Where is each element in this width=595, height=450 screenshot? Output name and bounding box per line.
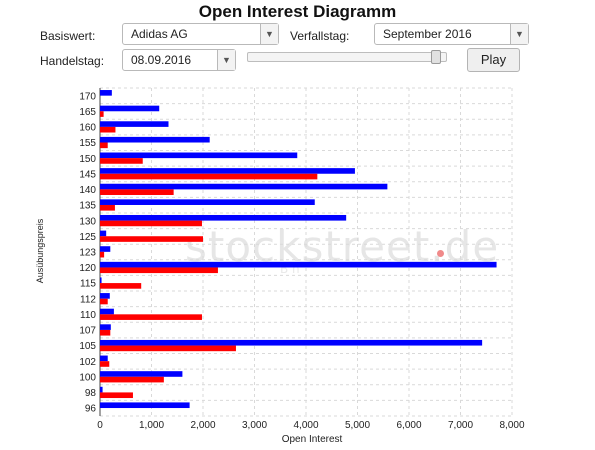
y-tick-label: 100 xyxy=(79,372,96,383)
bar-series-1 xyxy=(100,324,111,330)
chevron-down-icon[interactable]: ▼ xyxy=(510,24,528,44)
x-tick-label: 7,000 xyxy=(448,420,473,431)
bar-series-2 xyxy=(100,236,203,242)
bar-series-1 xyxy=(100,308,114,315)
bar-series-1 xyxy=(100,402,190,409)
bar-series-2 xyxy=(100,314,202,320)
y-tick-label: 107 xyxy=(79,326,96,337)
bar-series-2 xyxy=(100,345,236,352)
x-tick-label: 3,000 xyxy=(242,420,267,431)
bar-series-2 xyxy=(100,189,174,195)
page-title: Open Interest Diagramm xyxy=(198,2,397,21)
y-tick-label: 96 xyxy=(85,404,97,415)
y-tick-label: 120 xyxy=(79,263,96,274)
bar-series-1 xyxy=(100,168,355,174)
bar-series-1 xyxy=(100,105,160,112)
bar-series-1 xyxy=(100,152,298,159)
x-axis-title: Open Interest xyxy=(282,434,343,445)
bar-series-2 xyxy=(100,267,218,274)
bar-series-2 xyxy=(100,111,104,117)
y-tick-label: 115 xyxy=(80,279,96,290)
y-tick-label: 110 xyxy=(80,310,96,321)
y-tick-label: 140 xyxy=(79,185,96,196)
bar-series-1 xyxy=(100,277,102,284)
bar-series-1 xyxy=(100,246,111,252)
y-tick-label: 170 xyxy=(79,91,96,102)
y-tick-label: 145 xyxy=(79,169,96,180)
bar-series-2 xyxy=(100,283,142,289)
y-tick-label: 105 xyxy=(79,341,96,352)
verfallstag-label: Verfallstag: xyxy=(290,29,350,43)
handelstag-value: 08.09.2016 xyxy=(131,53,192,67)
bar-series-2 xyxy=(100,204,115,211)
handelstag-label: Handelstag: xyxy=(40,54,105,68)
bar-series-2 xyxy=(100,329,111,336)
bar-series-2 xyxy=(100,251,105,258)
bar-series-2 xyxy=(100,361,110,367)
bar-series-2 xyxy=(100,142,108,149)
y-tick-label: 123 xyxy=(79,248,96,259)
handelstag-select[interactable]: 08.09.2016 ▼ xyxy=(122,49,236,71)
bar-series-1 xyxy=(100,90,112,96)
x-tick-label: 8,000 xyxy=(499,420,524,431)
x-tick-label: 2,000 xyxy=(190,420,215,431)
bar-series-2 xyxy=(100,392,133,399)
y-tick-label: 125 xyxy=(79,232,96,243)
y-tick-label: 165 xyxy=(79,107,96,118)
x-tick-label: 4,000 xyxy=(293,420,318,431)
basiswert-label: Basiswert: xyxy=(40,29,96,43)
bar-series-2 xyxy=(100,173,318,180)
watermark-dot xyxy=(437,250,444,257)
x-tick-label: 1,000 xyxy=(139,420,164,431)
bar-series-2 xyxy=(100,376,164,383)
x-tick-label: 6,000 xyxy=(396,420,421,431)
x-tick-label: 5,000 xyxy=(345,420,370,431)
date-slider-handle[interactable] xyxy=(431,50,442,64)
y-tick-label: 112 xyxy=(80,294,96,305)
x-tick-label: 0 xyxy=(97,420,103,431)
bar-series-1 xyxy=(100,371,183,377)
bar-series-1 xyxy=(100,339,483,346)
bar-series-2 xyxy=(100,158,143,164)
bar-series-2 xyxy=(100,298,108,305)
verfallstag-select[interactable]: September 2016 ▼ xyxy=(374,23,529,45)
bar-series-1 xyxy=(100,293,110,299)
bar-series-1 xyxy=(100,121,169,127)
chevron-down-icon[interactable]: ▼ xyxy=(260,24,278,44)
basiswert-value: Adidas AG xyxy=(131,27,188,41)
bar-series-1 xyxy=(100,183,388,190)
chevron-down-icon[interactable]: ▼ xyxy=(217,50,235,70)
bar-series-2 xyxy=(100,126,116,133)
basiswert-select[interactable]: Adidas AG ▼ xyxy=(122,23,279,45)
bar-series-1 xyxy=(100,230,107,237)
y-tick-label: 150 xyxy=(79,154,96,165)
play-button[interactable]: Play xyxy=(467,48,520,72)
bar-series-1 xyxy=(100,214,347,221)
y-tick-label: 135 xyxy=(79,201,96,212)
bar-series-1 xyxy=(100,386,103,393)
y-tick-label: 155 xyxy=(79,138,96,149)
y-tick-label: 98 xyxy=(85,388,97,399)
bar-series-2 xyxy=(100,220,202,227)
bar-series-1 xyxy=(100,136,210,143)
y-axis-title: Ausübungspreis xyxy=(35,218,45,284)
y-tick-label: 130 xyxy=(79,216,96,227)
y-tick-label: 102 xyxy=(79,357,96,368)
y-tick-label: 160 xyxy=(79,123,96,134)
bar-series-1 xyxy=(100,355,108,362)
bar-series-1 xyxy=(100,261,497,268)
verfallstag-value: September 2016 xyxy=(383,27,472,41)
date-slider-track[interactable] xyxy=(247,52,447,62)
bar-series-1 xyxy=(100,199,315,205)
